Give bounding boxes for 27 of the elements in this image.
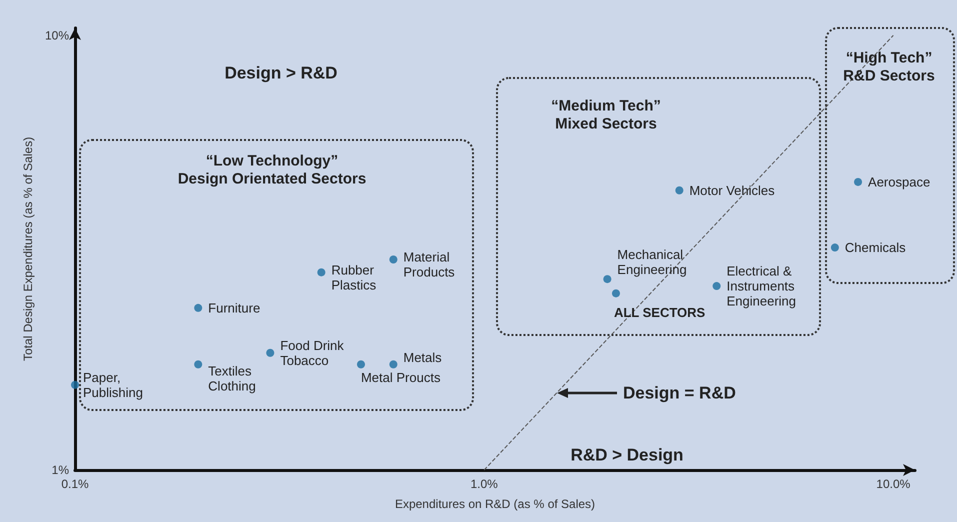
annotation: “Medium Tech” Mixed Sectors	[551, 98, 661, 132]
annotation: R&D > Design	[570, 446, 684, 464]
annotation: Paper, Publishing	[83, 370, 143, 400]
annotation: Metals	[403, 350, 442, 365]
annotation: Aerospace	[868, 174, 930, 190]
x-tick-label: 0.1%	[61, 477, 89, 491]
annotation: Furniture	[208, 300, 260, 316]
annotation: Mechanical Engineering	[617, 247, 687, 278]
annotation: Material Products	[403, 250, 456, 280]
annotation: Motor Vehicles	[689, 182, 776, 198]
annotation: Metal Proucts	[360, 370, 441, 385]
y-tick-label: 10%	[44, 28, 70, 42]
annotation: Rubber Plastics	[331, 262, 377, 292]
annotation: Food Drink Tobacco	[280, 338, 344, 368]
annotation: Electrical & Instruments Engineering	[726, 264, 796, 309]
y-tick-label: 1%	[52, 463, 70, 477]
annotation: ALL SECTORS	[614, 304, 706, 320]
annotation: Chemicals	[844, 240, 906, 256]
x-tick-label: 1.0%	[470, 477, 498, 491]
annotation: “Low Technology” Design Orientated Sectors	[178, 152, 366, 188]
text: Design = R&D	[623, 384, 736, 402]
annotation: Design > R&D	[224, 64, 338, 82]
y-axis-title: Total Design Expenditures (as % of Sales)	[21, 136, 36, 362]
annotation: “High Tech” R&D Sectors	[843, 50, 935, 84]
x-tick-label: 10.0%	[876, 477, 911, 491]
x-axis-title: Expenditures on R&D (as % of Sales)	[394, 497, 596, 511]
annotation: Textiles Clothing	[208, 363, 256, 394]
